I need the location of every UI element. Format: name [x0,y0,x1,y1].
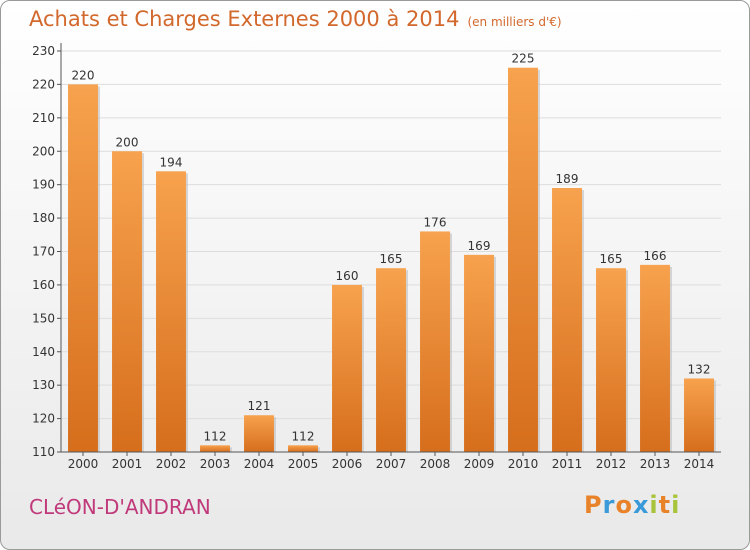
logo-letter: i [671,491,681,519]
bar-2006 [332,284,362,452]
bar-2005 [288,445,318,452]
y-tick-label: 180 [32,211,55,225]
logo-letter: x [632,491,650,519]
y-tick-label: 190 [32,178,55,192]
bar-2000 [68,84,98,453]
bar-2011 [552,188,582,452]
bars: 220 200 194 112 121 112 160 165 176 169 225 189 165 1… [68,52,716,453]
value-label: 112 [292,429,315,443]
value-label: 112 [204,429,227,443]
bar-2004 [244,415,274,452]
bar-2012 [596,268,626,452]
x-tick-label: 2014 [684,457,715,471]
axes: 110 120 130 140 150 160 170 180 190 200 210 220 230 2… [32,43,721,471]
y-tick-label: 210 [32,111,55,125]
bar-2008 [420,231,450,452]
x-tick-label: 2005 [288,457,319,471]
bar-2009 [464,254,494,452]
x-tick-label: 2003 [200,457,231,471]
chart-title-main: Achats et Charges Externes 2000 à 2014 [29,7,460,31]
bar-2003 [200,445,230,452]
x-tick-label: 2009 [464,457,495,471]
y-tick-label: 150 [32,311,55,325]
y-tick-label: 130 [32,378,55,392]
chart-title: Achats et Charges Externes 2000 à 2014 (e… [29,7,562,31]
y-tick-label: 200 [32,144,55,158]
value-label: 165 [380,252,403,266]
logo-letter: i [649,491,659,519]
value-label: 194 [160,155,183,169]
bar-2010 [508,67,538,452]
y-tick-label: 220 [32,77,55,91]
x-tick-label: 2007 [376,457,407,471]
y-tick-label: 230 [32,44,55,58]
value-label: 121 [248,399,271,413]
x-tick-label: 2002 [156,457,187,471]
x-tick-label: 2001 [112,457,143,471]
bar-2014 [684,378,714,452]
y-tick-label: 110 [32,445,55,459]
value-label: 189 [556,172,579,186]
value-label: 160 [336,269,359,283]
x-tick-label: 2008 [420,457,451,471]
logo-letter: o [615,491,633,519]
value-label: 132 [688,362,711,376]
x-tick-label: 2004 [244,457,275,471]
chart-title-unit: (en milliers d'€) [467,15,562,29]
x-tick-label: 2011 [552,457,583,471]
value-label: 200 [116,135,139,149]
logo-letter: t [658,491,672,519]
value-label: 165 [600,252,623,266]
x-tick-label: 2006 [332,457,363,471]
logo-letter: r [602,491,616,519]
bar-2001 [112,151,142,452]
y-tick-label: 140 [32,345,55,359]
y-tick-label: 170 [32,245,55,259]
y-tick-label: 160 [32,278,55,292]
bar-2002 [156,171,186,453]
y-tick-label: 120 [32,412,55,426]
proxiti-logo: Proxiti [584,491,680,519]
bar-2007 [376,268,406,452]
value-label: 166 [644,249,667,263]
x-tick-label: 2013 [640,457,671,471]
value-label: 220 [72,68,95,82]
value-label: 225 [512,52,535,66]
x-tick-label: 2012 [596,457,627,471]
commune-name: CLéON-D'ANDRAN [29,495,211,519]
x-tick-label: 2010 [508,457,539,471]
x-tick-label: 2000 [68,457,99,471]
value-label: 176 [424,215,447,229]
bar-2013 [640,264,670,452]
logo-letter: P [584,491,603,519]
value-label: 169 [468,239,491,253]
